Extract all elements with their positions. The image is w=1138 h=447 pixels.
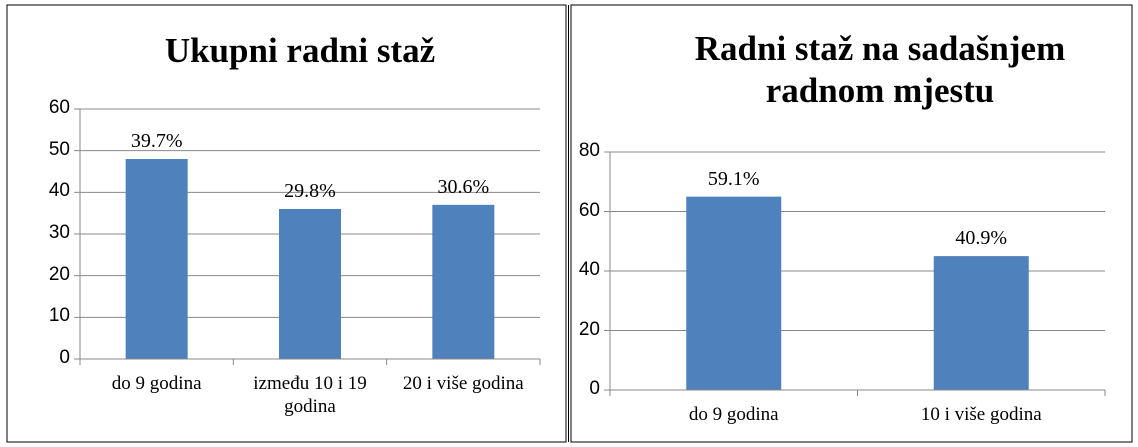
x-tick-label: između 10 i 19 godina — [253, 373, 367, 417]
bar — [933, 256, 1029, 390]
y-tick-label: 20 — [48, 263, 70, 285]
data-label: 39.7% — [130, 130, 183, 152]
y-tick-label: 0 — [59, 347, 70, 368]
data-label: 29.8% — [284, 180, 336, 202]
bar — [279, 209, 341, 359]
x-tick-label: do 9 godina — [111, 373, 202, 394]
x-tick-label: do 9 godina — [688, 404, 779, 425]
data-label: 40.9% — [955, 227, 1008, 250]
y-tick-label: 20 — [578, 318, 600, 340]
data-label: 30.6% — [437, 175, 490, 198]
x-tick-label: 10 i više godina — [920, 404, 1042, 425]
y-tick-label: 50 — [48, 138, 70, 160]
y-tick-label: 30 — [48, 222, 70, 243]
y-tick-label: 40 — [48, 180, 70, 202]
panel-border — [570, 4, 1133, 443]
chart-title: Radni staž na sadašnjem radnom mjestu — [694, 29, 1066, 110]
y-tick-label: 10 — [48, 305, 70, 327]
data-label: 59.1% — [707, 167, 760, 190]
y-tick-label: 0 — [589, 378, 600, 399]
y-tick-label: 60 — [48, 97, 70, 118]
x-tick-label: 20 i više godina — [402, 373, 524, 394]
y-tick-label: 60 — [578, 199, 600, 221]
chart-title: Ukupni radni staž — [164, 31, 436, 70]
y-tick-label: 80 — [578, 140, 600, 161]
panel-border — [6, 4, 567, 443]
bar — [125, 159, 188, 359]
bar — [432, 204, 495, 359]
y-tick-label: 40 — [578, 259, 600, 280]
bar — [686, 196, 782, 390]
